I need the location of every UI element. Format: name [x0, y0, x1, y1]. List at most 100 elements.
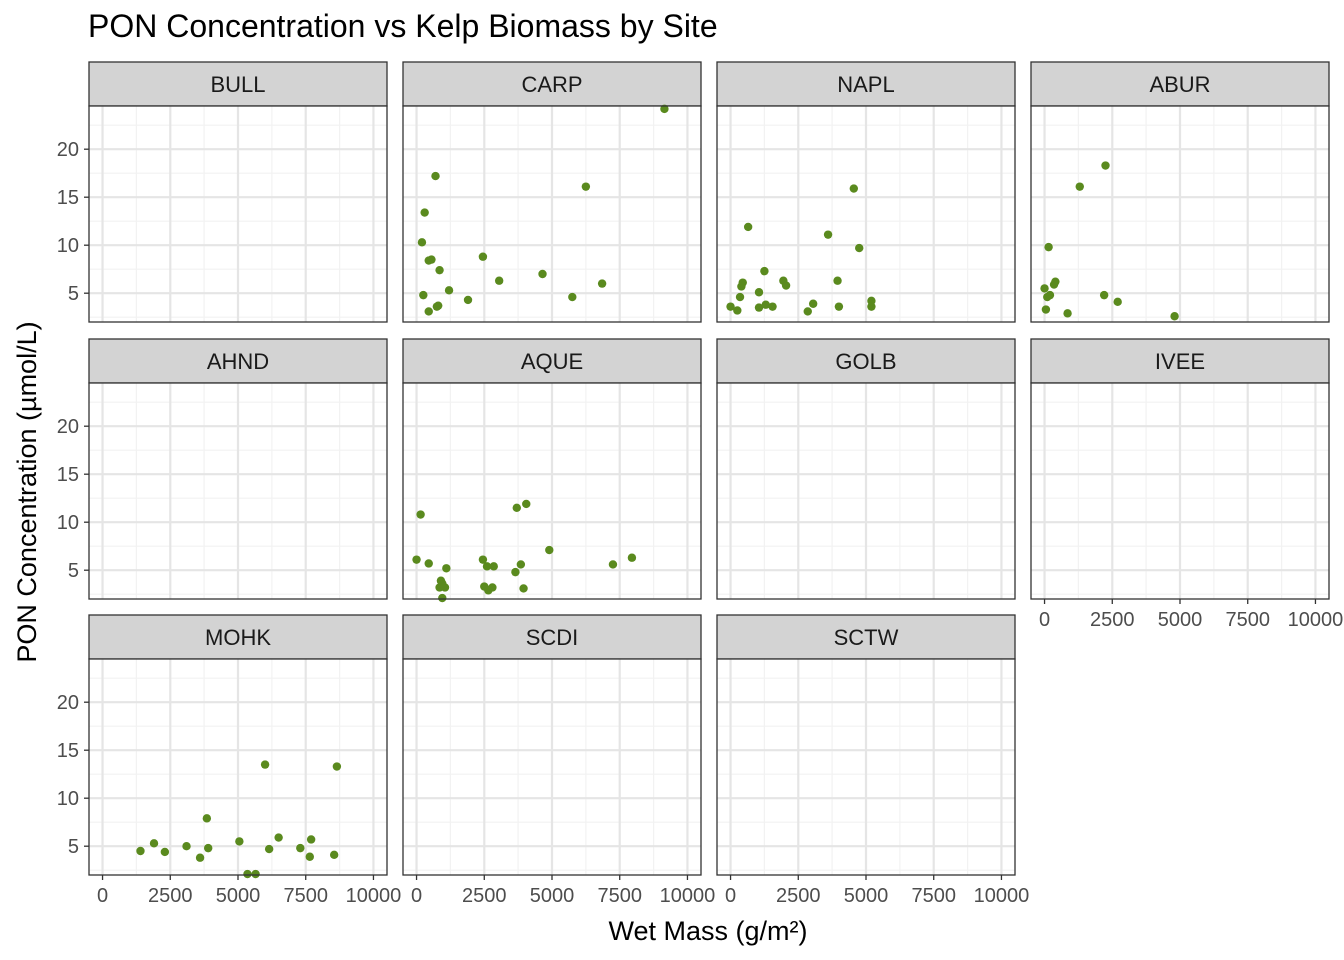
x-tick-label: 0	[725, 885, 736, 907]
data-point	[660, 104, 669, 114]
data-point	[332, 762, 342, 771]
facet-panel-scdi: SCDI 0 2500 5000 7500 10000	[402, 614, 716, 907]
facet-strip-label: AHND	[207, 349, 269, 374]
data-point	[1170, 312, 1179, 321]
data-point	[204, 843, 213, 853]
facet-strip-label: BULL	[210, 72, 265, 97]
data-point	[808, 299, 818, 308]
data-point	[329, 850, 339, 860]
data-point	[489, 562, 498, 571]
y-tick-label: 5	[68, 836, 79, 858]
facet-panel-ivee: IVEE 0 2500 5000 7500 10000	[1030, 338, 1343, 631]
x-tick-label: 2500	[148, 885, 193, 907]
y-tick-label: 15	[57, 464, 79, 486]
y-tick-label: 5	[68, 560, 79, 582]
data-point	[264, 844, 274, 854]
data-point	[538, 269, 547, 279]
x-tick-label: 2500	[1090, 609, 1135, 631]
panel-border	[716, 382, 1016, 600]
panel-border	[1030, 105, 1330, 323]
data-point	[478, 555, 488, 564]
y-tick-label: 10	[57, 788, 79, 810]
facet-strip	[402, 614, 702, 660]
data-point	[482, 562, 492, 571]
data-point	[519, 584, 528, 593]
data-point	[726, 302, 735, 311]
data-point	[136, 846, 145, 856]
facet-panel-sctw: SCTW 0 2500 5000 7500 10000	[716, 614, 1029, 907]
x-tick-label: 7500	[911, 885, 956, 907]
data-point	[627, 553, 637, 562]
facet-strip	[1030, 61, 1330, 107]
y-tick-label: 20	[57, 416, 79, 438]
data-point	[260, 760, 270, 769]
y-tick-label: 20	[57, 692, 79, 714]
facet-panel-bull: BULL 5 10 15 20	[57, 61, 388, 323]
data-point	[803, 307, 812, 316]
data-point	[1040, 284, 1049, 293]
data-point	[463, 295, 473, 305]
chart-title: PON Concentration vs Kelp Biomass by Sit…	[88, 8, 718, 44]
data-point	[488, 583, 497, 592]
data-point	[427, 255, 436, 264]
data-point	[768, 302, 777, 311]
data-point	[834, 302, 844, 311]
panel-border	[88, 382, 388, 600]
x-tick-label: 5000	[216, 885, 261, 907]
facet-strip-label: GOLB	[835, 349, 896, 374]
facet-panel-golb: GOLB	[716, 338, 1016, 600]
panel-border	[88, 105, 388, 323]
data-point	[522, 499, 531, 509]
data-point	[420, 208, 429, 217]
data-point	[440, 583, 450, 592]
data-point	[235, 837, 244, 846]
data-point	[296, 843, 305, 853]
data-point	[516, 560, 526, 569]
x-tick-label: 7500	[1225, 609, 1270, 631]
data-point	[1045, 290, 1055, 300]
data-point	[243, 869, 252, 879]
data-point	[416, 510, 425, 519]
data-point	[1051, 277, 1060, 286]
data-point	[478, 252, 488, 261]
data-point	[743, 222, 753, 232]
facet-strip-label: NAPL	[837, 72, 894, 97]
x-tick-label: 2500	[462, 885, 507, 907]
facet-strip	[88, 61, 388, 107]
x-tick-label: 5000	[1158, 609, 1203, 631]
data-point	[760, 266, 769, 276]
data-point	[438, 593, 447, 603]
x-tick-label: 0	[97, 885, 108, 907]
y-tick-label: 5	[68, 283, 79, 305]
data-point	[608, 560, 618, 569]
x-tick-label: 10000	[660, 885, 716, 907]
x-tick-label: 0	[411, 885, 422, 907]
facet-panel-carp: CARP	[402, 61, 702, 323]
facet-panel-aque: AQUE	[402, 338, 702, 603]
data-point	[1101, 161, 1110, 170]
data-point	[274, 833, 283, 842]
data-point	[202, 814, 212, 823]
facet-panel-ahnd: AHND 5 10 15 20	[57, 338, 388, 600]
facet-strip-label: IVEE	[1155, 349, 1205, 374]
data-point	[417, 238, 427, 247]
x-tick-label: 2500	[776, 885, 821, 907]
y-tick-label: 15	[57, 740, 79, 762]
facet-strip-label: CARP	[521, 72, 582, 97]
data-point	[833, 276, 842, 285]
y-tick-label: 15	[57, 187, 79, 209]
data-point	[867, 296, 876, 306]
facet-strip-label: AQUE	[521, 349, 583, 374]
facet-strip-label: SCDI	[526, 625, 579, 650]
data-point	[306, 835, 316, 844]
facet-strip-label: MOHK	[205, 625, 271, 650]
panel-border	[716, 105, 1016, 323]
data-point	[149, 839, 159, 848]
facet-strip-label: SCTW	[834, 625, 899, 650]
data-point	[431, 171, 440, 181]
facet-strip	[88, 338, 388, 384]
x-tick-label: 5000	[844, 885, 889, 907]
data-point	[855, 243, 864, 253]
data-point	[849, 184, 859, 193]
